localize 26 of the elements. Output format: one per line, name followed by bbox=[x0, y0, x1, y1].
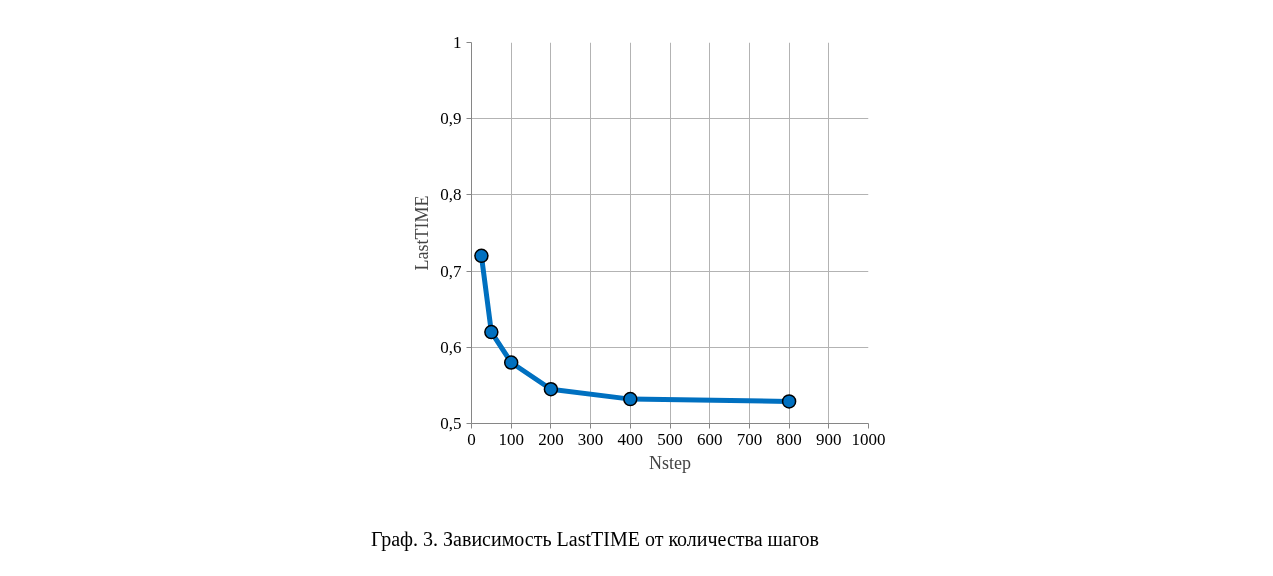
point bbox=[781, 394, 797, 409]
y-tick-label: 0,8 bbox=[440, 185, 462, 205]
x-tick-label: 500 bbox=[657, 429, 683, 449]
point bbox=[474, 248, 489, 264]
y-tick-label: 0,7 bbox=[440, 261, 462, 281]
x-tick-label: 300 bbox=[577, 429, 604, 449]
x-tick-label: 600 bbox=[696, 429, 723, 449]
text: Граф. 3. Зависимость LastTIME от количества шагов bbox=[370, 527, 820, 553]
y-tick-label: 1 bbox=[453, 33, 462, 52]
point bbox=[543, 381, 559, 397]
y-tick-label: 0,5 bbox=[440, 414, 462, 433]
point bbox=[484, 324, 499, 340]
x-tick-label: 400 bbox=[617, 429, 644, 449]
x-tick-label: 100 bbox=[498, 429, 524, 449]
y-axis-title: LastTIME bbox=[412, 195, 433, 271]
point bbox=[503, 355, 519, 370]
x-tick-label: 0 bbox=[467, 429, 476, 449]
x-tick-label: 1000 bbox=[851, 429, 886, 449]
x-tick-label: 200 bbox=[538, 429, 564, 449]
x-tick-label: 900 bbox=[816, 429, 842, 449]
point bbox=[623, 391, 638, 407]
y-tick-label: 0,6 bbox=[440, 337, 462, 357]
x-axis-title: Nstep bbox=[649, 452, 691, 473]
x-tick-label: 800 bbox=[776, 429, 802, 449]
x-tick-label: 700 bbox=[736, 429, 763, 449]
y-tick-label: 0,9 bbox=[440, 109, 462, 129]
